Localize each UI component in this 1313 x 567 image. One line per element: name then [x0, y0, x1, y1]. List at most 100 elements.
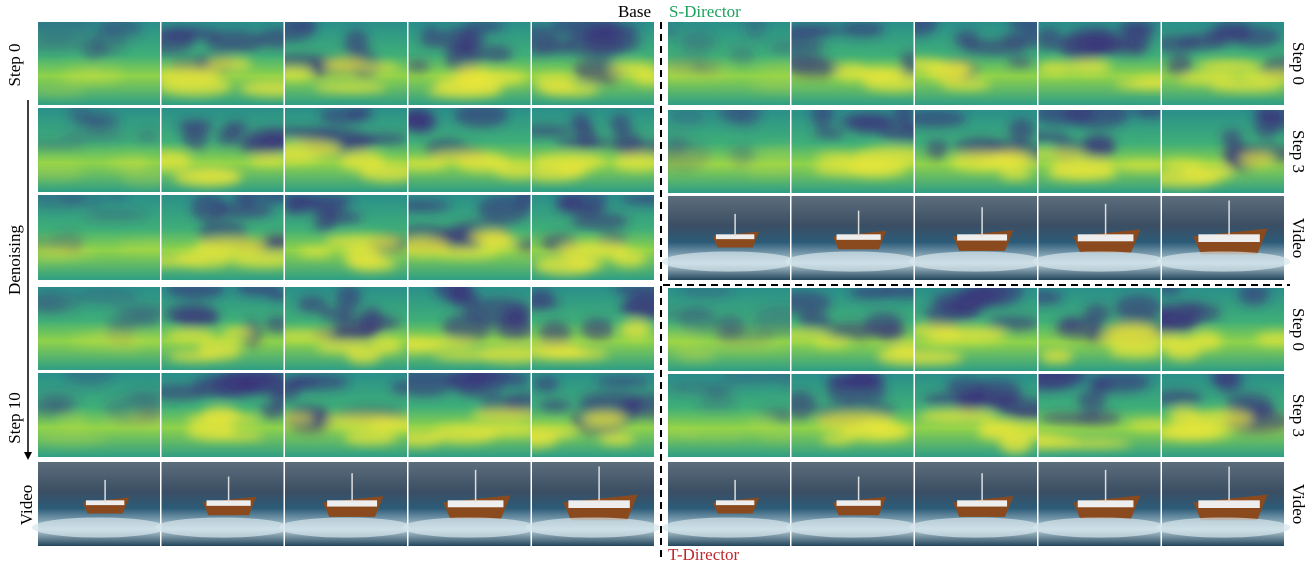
blob	[594, 376, 651, 387]
blob	[118, 156, 154, 168]
blob	[754, 145, 790, 160]
blob	[445, 373, 490, 391]
blob	[223, 120, 249, 134]
blob	[58, 412, 90, 430]
tile-blobs	[408, 195, 531, 259]
tile-blobs	[915, 288, 1037, 365]
blob	[812, 339, 850, 348]
blob	[791, 391, 817, 419]
blob	[711, 343, 784, 353]
wave	[155, 517, 290, 538]
blob	[346, 348, 381, 364]
tile-blobs	[811, 110, 914, 178]
blob	[299, 195, 354, 208]
blob	[165, 330, 215, 342]
wave	[908, 517, 1044, 538]
blob	[1210, 80, 1284, 92]
blob	[694, 160, 744, 169]
blob	[609, 114, 632, 135]
tile-blobs	[285, 195, 407, 272]
tile-blobs	[163, 287, 284, 362]
blob	[669, 110, 706, 125]
blob	[362, 63, 401, 72]
blob	[313, 209, 337, 233]
heatmap-tile	[408, 22, 531, 105]
heatmap-tile	[161, 108, 284, 192]
blob	[84, 114, 123, 130]
heatmap-tile	[161, 287, 284, 370]
blob	[63, 64, 98, 84]
blob	[915, 22, 938, 37]
blob	[285, 195, 306, 215]
blob	[1162, 314, 1203, 330]
blob	[791, 291, 832, 314]
blob	[963, 39, 1028, 56]
blob	[239, 135, 284, 156]
wave	[1155, 251, 1291, 272]
blob	[408, 199, 451, 213]
blob	[38, 37, 87, 52]
blob	[558, 195, 608, 213]
blob	[541, 348, 609, 360]
tile-blobs	[791, 374, 912, 445]
heatmap-tile	[285, 195, 407, 280]
blob	[265, 316, 284, 333]
s-director-title: S-Director	[669, 2, 741, 21]
heatmap-tile	[532, 22, 654, 105]
heatmap-tile	[915, 288, 1037, 371]
blob	[434, 74, 504, 94]
blob	[791, 28, 829, 39]
boat-deck	[327, 500, 378, 507]
right-label: Step 0	[1289, 308, 1308, 351]
blob	[438, 26, 486, 55]
blob	[839, 22, 885, 38]
blob	[743, 22, 767, 40]
blob	[915, 323, 961, 338]
video-frame	[908, 196, 1044, 280]
blob	[999, 168, 1032, 180]
heatmap-tile	[38, 373, 160, 457]
blob	[1222, 143, 1249, 171]
tile-blobs	[161, 119, 284, 187]
blob	[293, 22, 318, 30]
blob	[1255, 332, 1284, 346]
boat-deck	[568, 500, 630, 508]
blob	[1162, 288, 1182, 295]
tile-blobs	[1038, 110, 1161, 181]
blob	[1178, 73, 1239, 85]
blob	[298, 247, 332, 257]
heatmap-tile	[285, 108, 407, 192]
blob	[285, 140, 342, 161]
blob	[772, 374, 790, 387]
heatmap-tile	[38, 287, 160, 370]
blob	[1162, 389, 1203, 407]
blob	[879, 288, 914, 299]
tile-blobs	[285, 287, 403, 364]
blob	[1122, 25, 1151, 56]
blob	[348, 255, 396, 272]
heatmap-tile	[285, 287, 407, 370]
blob	[1078, 137, 1116, 160]
blob	[846, 158, 907, 178]
tile-blobs	[668, 110, 790, 178]
blob	[534, 255, 597, 275]
blob	[539, 83, 600, 97]
video-frame	[1032, 462, 1167, 546]
blob	[937, 62, 974, 76]
tile-blobs	[38, 373, 160, 447]
heatmap-tile	[668, 22, 790, 105]
blob	[181, 125, 209, 150]
video-frame	[1155, 196, 1291, 280]
left-label: Video	[17, 485, 36, 526]
wave	[31, 517, 167, 538]
blob	[206, 30, 265, 54]
wave	[525, 517, 661, 538]
blob	[559, 241, 630, 259]
blob	[713, 328, 776, 347]
video-frame	[155, 462, 290, 546]
blob	[926, 139, 949, 159]
blob	[390, 380, 407, 394]
blob	[1115, 160, 1161, 171]
blob	[1008, 22, 1037, 31]
